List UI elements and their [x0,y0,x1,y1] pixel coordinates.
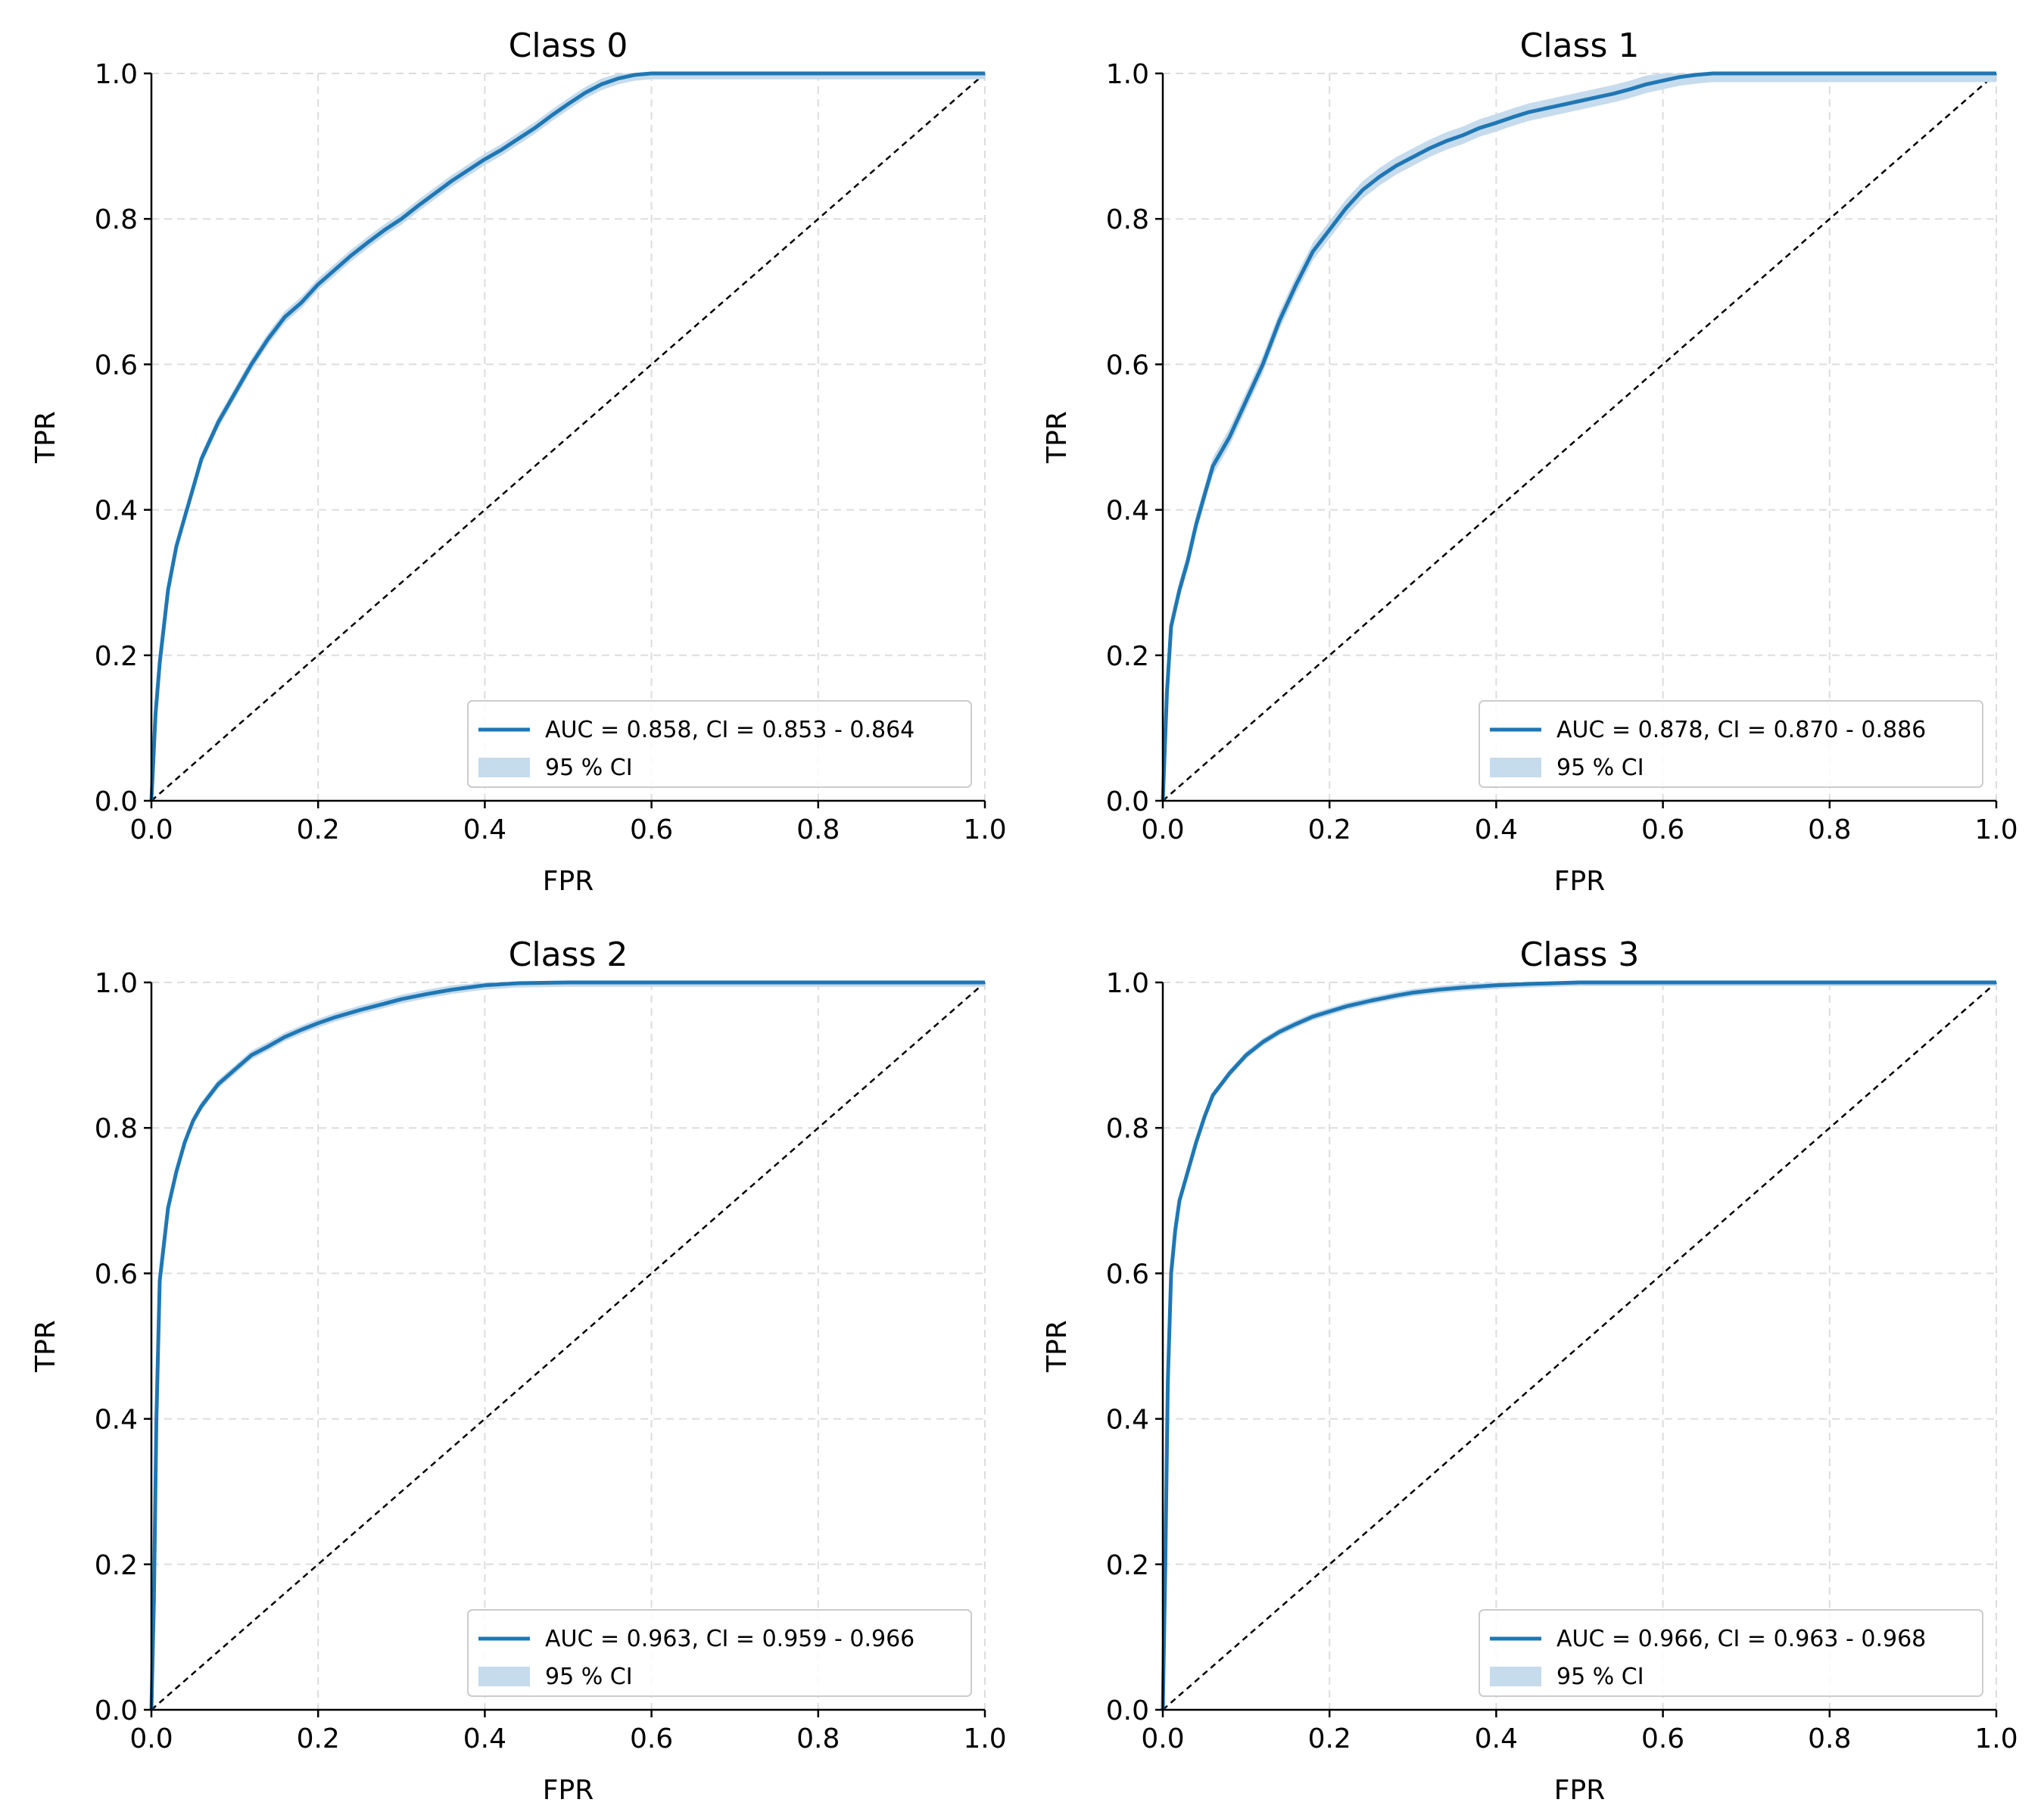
legend-ci-label: 95 % CI [545,1664,633,1690]
roc-curve-line [1161,71,1996,802]
chance-diagonal-line [1162,982,1997,1711]
y-axis-label: TPR [1042,1320,1073,1373]
roc-curve-line [149,71,985,802]
x-tick-label: 0.8 [796,814,840,845]
x-tick-label: 0.8 [1808,1723,1851,1754]
chance-diagonal-line [1162,73,1997,802]
roc-panel-3: 0.0 0.2 0.4 0.6 0.8 1.0 0.0 0.2 0.4 0.6 0.8 1.0 Clas… [1042,936,2018,1806]
x-tick-label: 0.6 [630,814,673,845]
legend-ci-label: 95 % CI [1556,755,1644,781]
x-axis-label: FPR [1554,866,1605,897]
chart-title: Class 0 [509,26,628,65]
y-tick-label: 0.0 [95,1695,138,1726]
chart-title: Class 1 [1520,26,1640,65]
y-axis-label: TPR [30,411,61,464]
x-tick-label: 0.6 [1641,1723,1684,1754]
roc-curve-line [149,980,985,1711]
legend: AUC = 0.963, CI = 0.959 - 0.966 95 % CI [467,1609,972,1697]
legend-box [467,700,972,788]
y-tick-label: 0.4 [95,496,138,527]
x-tick-label: 0.4 [1475,814,1518,845]
legend-auc-label: AUC = 0.858, CI = 0.853 - 0.864 [545,717,915,743]
y-tick-label: 0.0 [1106,786,1149,817]
x-tick-label: 0.0 [1141,1723,1184,1754]
y-tick-label: 1.0 [95,968,138,999]
legend-box [1478,1609,1983,1697]
x-tick-label: 1.0 [963,1723,1006,1754]
y-axis-label: TPR [30,1320,61,1373]
legend-band-swatch [478,758,530,777]
y-tick-label: 1.0 [95,59,138,90]
x-tick-label: 0.0 [129,814,173,845]
legend: AUC = 0.878, CI = 0.870 - 0.886 95 % CI [1478,700,1983,788]
roc-panel-1: 0.0 0.2 0.4 0.6 0.8 1.0 0.0 0.2 0.4 0.6 0.8 1.0 Clas… [1042,26,2018,897]
legend-auc-label: AUC = 0.966, CI = 0.963 - 0.968 [1556,1626,1926,1652]
x-tick-label: 1.0 [1974,1723,2018,1754]
y-tick-label: 0.2 [1106,641,1149,672]
chance-diagonal-line [151,982,986,1711]
x-axis-label: FPR [1554,1775,1605,1806]
y-tick-label: 0.0 [95,786,138,817]
roc-panel-2: 0.0 0.2 0.4 0.6 0.8 1.0 0.0 0.2 0.4 0.6 0.8 1.0 Clas… [30,936,1007,1806]
x-axis-label: FPR [543,1775,594,1806]
x-tick-label: 0.4 [463,1723,506,1754]
x-tick-label: 0.4 [1475,1723,1518,1754]
y-tick-label: 0.4 [95,1405,138,1436]
y-tick-label: 0.6 [1106,1259,1149,1290]
y-tick-label: 0.6 [1106,350,1149,381]
x-tick-label: 1.0 [1974,814,2018,845]
legend-box [467,1609,972,1697]
legend-band-swatch [478,1667,530,1686]
legend-auc-label: AUC = 0.878, CI = 0.870 - 0.886 [1556,717,1926,743]
x-tick-label: 0.2 [297,814,340,845]
x-tick-label: 0.8 [796,1723,840,1754]
chart-title: Class 2 [509,936,628,974]
legend-band-swatch [1490,1667,1541,1686]
roc-panel-0: 0.0 0.2 0.4 0.6 0.8 1.0 0.0 0.2 0.4 0.6 0.8 1.0 Clas… [30,26,1007,897]
x-tick-label: 0.6 [1641,814,1684,845]
y-tick-label: 1.0 [1106,968,1149,999]
chance-diagonal-line [151,73,986,802]
x-tick-label: 0.2 [297,1723,340,1754]
x-tick-label: 0.6 [630,1723,673,1754]
x-tick-label: 0.2 [1308,1723,1351,1754]
y-tick-label: 0.2 [95,641,138,672]
legend: AUC = 0.858, CI = 0.853 - 0.864 95 % CI [467,700,972,788]
y-tick-label: 1.0 [1106,59,1149,90]
legend-box [1478,700,1983,788]
chart-title: Class 3 [1520,936,1640,974]
y-tick-label: 0.8 [95,1113,138,1144]
y-tick-label: 0.2 [95,1550,138,1581]
x-tick-label: 0.4 [463,814,506,845]
legend-band-swatch [1490,758,1541,777]
y-axis-label: TPR [1042,411,1073,464]
y-tick-label: 0.8 [95,204,138,235]
y-tick-label: 0.0 [1106,1695,1149,1726]
y-tick-label: 0.6 [95,350,138,381]
x-tick-label: 0.0 [1141,814,1184,845]
x-axis-label: FPR [543,866,594,897]
legend-auc-label: AUC = 0.963, CI = 0.959 - 0.966 [545,1626,915,1652]
y-tick-label: 0.4 [1106,496,1149,527]
legend: AUC = 0.966, CI = 0.963 - 0.968 95 % CI [1478,1609,1983,1697]
x-tick-label: 1.0 [963,814,1006,845]
legend-ci-label: 95 % CI [545,755,633,781]
y-tick-label: 0.4 [1106,1405,1149,1436]
y-tick-label: 0.2 [1106,1550,1149,1581]
x-tick-label: 0.2 [1308,814,1351,845]
roc-curve-line [1161,980,1996,1711]
x-tick-label: 0.0 [129,1723,173,1754]
x-tick-label: 0.8 [1808,814,1851,845]
legend-ci-label: 95 % CI [1556,1664,1644,1690]
y-tick-label: 0.6 [95,1259,138,1290]
y-tick-label: 0.8 [1106,1113,1149,1144]
y-tick-label: 0.8 [1106,204,1149,235]
